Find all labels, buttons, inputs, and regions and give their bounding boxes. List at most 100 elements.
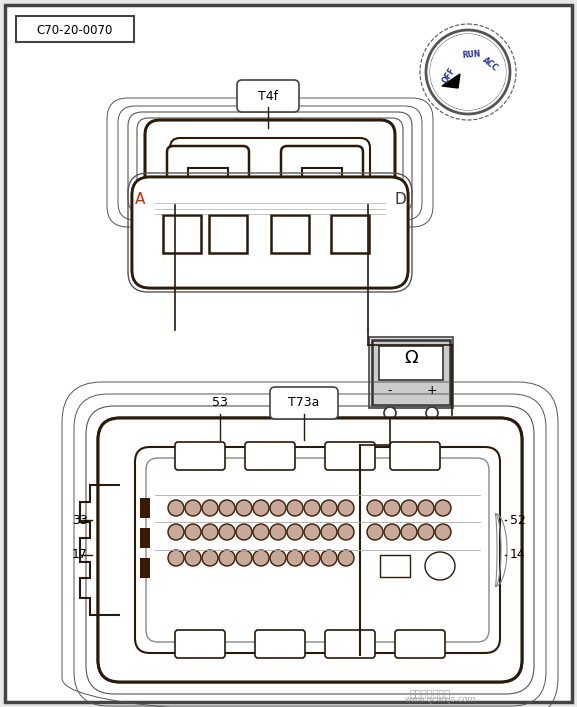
Circle shape xyxy=(321,500,337,516)
Circle shape xyxy=(435,524,451,540)
Text: T73a: T73a xyxy=(288,397,320,409)
Text: -: - xyxy=(388,385,392,397)
FancyBboxPatch shape xyxy=(98,418,522,682)
Bar xyxy=(140,498,150,518)
FancyBboxPatch shape xyxy=(325,442,375,470)
Text: OFF: OFF xyxy=(441,66,458,85)
Bar xyxy=(380,555,410,577)
Text: 33: 33 xyxy=(72,513,88,527)
Circle shape xyxy=(287,500,303,516)
Circle shape xyxy=(219,524,235,540)
Polygon shape xyxy=(442,74,460,88)
FancyBboxPatch shape xyxy=(245,442,295,470)
Text: +: + xyxy=(426,385,437,397)
Circle shape xyxy=(202,524,218,540)
Bar xyxy=(379,346,443,380)
Text: A: A xyxy=(135,192,145,207)
Circle shape xyxy=(418,500,434,516)
Circle shape xyxy=(367,500,383,516)
Text: D: D xyxy=(394,192,406,207)
FancyBboxPatch shape xyxy=(325,630,375,658)
FancyBboxPatch shape xyxy=(281,146,363,213)
Circle shape xyxy=(401,500,417,516)
FancyBboxPatch shape xyxy=(255,630,305,658)
FancyBboxPatch shape xyxy=(270,387,338,419)
Bar xyxy=(140,528,150,548)
Bar xyxy=(331,215,369,253)
Circle shape xyxy=(219,550,235,566)
Circle shape xyxy=(401,524,417,540)
Ellipse shape xyxy=(425,552,455,580)
FancyBboxPatch shape xyxy=(132,177,408,288)
Circle shape xyxy=(236,550,252,566)
FancyBboxPatch shape xyxy=(146,458,489,642)
Circle shape xyxy=(304,550,320,566)
Circle shape xyxy=(338,500,354,516)
Text: T4f: T4f xyxy=(258,90,278,103)
FancyBboxPatch shape xyxy=(175,442,225,470)
Circle shape xyxy=(253,550,269,566)
FancyBboxPatch shape xyxy=(170,138,370,193)
Bar xyxy=(302,168,342,193)
Text: 14: 14 xyxy=(510,549,526,561)
Circle shape xyxy=(270,524,286,540)
Circle shape xyxy=(367,524,383,540)
Bar xyxy=(188,168,228,193)
Circle shape xyxy=(202,550,218,566)
Circle shape xyxy=(287,550,303,566)
Circle shape xyxy=(236,524,252,540)
FancyBboxPatch shape xyxy=(135,447,500,653)
Circle shape xyxy=(338,524,354,540)
Circle shape xyxy=(185,550,201,566)
Bar xyxy=(271,215,309,253)
Text: www.qcwxjs.com: www.qcwxjs.com xyxy=(404,696,476,704)
Circle shape xyxy=(253,524,269,540)
Circle shape xyxy=(236,500,252,516)
Bar xyxy=(163,215,201,253)
Text: 53: 53 xyxy=(212,397,228,409)
Circle shape xyxy=(185,500,201,516)
Text: 52: 52 xyxy=(510,513,526,527)
Circle shape xyxy=(321,550,337,566)
FancyBboxPatch shape xyxy=(175,630,225,658)
Circle shape xyxy=(321,524,337,540)
FancyBboxPatch shape xyxy=(167,146,249,213)
Text: 17: 17 xyxy=(72,549,88,561)
FancyBboxPatch shape xyxy=(390,442,440,470)
Bar xyxy=(140,558,150,578)
Text: 汽车维修技术网: 汽车维修技术网 xyxy=(410,688,451,698)
Circle shape xyxy=(219,500,235,516)
Bar xyxy=(310,185,334,207)
Bar xyxy=(209,215,247,253)
Circle shape xyxy=(270,550,286,566)
Circle shape xyxy=(185,524,201,540)
FancyBboxPatch shape xyxy=(237,80,299,112)
Text: RUN: RUN xyxy=(462,49,481,60)
Circle shape xyxy=(426,407,438,419)
Text: C70-20-0070: C70-20-0070 xyxy=(37,23,113,37)
Circle shape xyxy=(384,407,396,419)
Circle shape xyxy=(418,524,434,540)
Circle shape xyxy=(435,500,451,516)
FancyBboxPatch shape xyxy=(132,177,408,288)
FancyBboxPatch shape xyxy=(395,630,445,658)
Circle shape xyxy=(304,500,320,516)
Circle shape xyxy=(384,524,400,540)
Bar xyxy=(16,16,134,42)
Circle shape xyxy=(202,500,218,516)
FancyBboxPatch shape xyxy=(140,120,400,205)
Circle shape xyxy=(338,550,354,566)
Bar xyxy=(372,340,450,405)
Circle shape xyxy=(168,550,184,566)
FancyBboxPatch shape xyxy=(98,418,522,682)
Circle shape xyxy=(287,524,303,540)
Circle shape xyxy=(304,524,320,540)
Circle shape xyxy=(384,500,400,516)
Text: Ω: Ω xyxy=(404,349,418,367)
Circle shape xyxy=(253,500,269,516)
Circle shape xyxy=(168,524,184,540)
Circle shape xyxy=(168,500,184,516)
Circle shape xyxy=(430,34,506,110)
Text: ACC: ACC xyxy=(481,55,500,73)
Bar xyxy=(196,185,220,207)
